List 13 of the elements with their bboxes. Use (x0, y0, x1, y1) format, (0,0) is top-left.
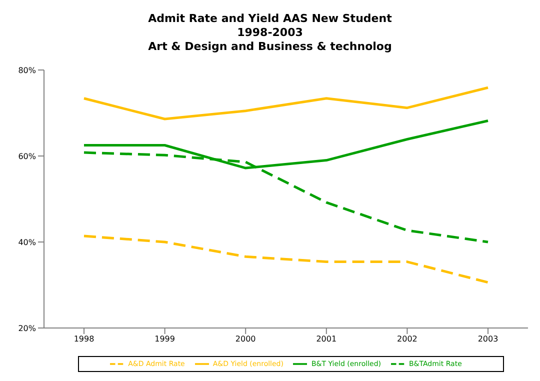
x-tick-label: 1998 (74, 334, 94, 344)
x-tick-label: 2001 (316, 334, 337, 344)
chart-title: Admit Rate and Yield AAS New Student 1998-2003 Art & Design and Business & technolog (147, 12, 393, 54)
x-tick-label: 2002 (397, 334, 418, 344)
line-series (82, 86, 490, 120)
y-tick-label: 20% (18, 324, 36, 333)
y-tick-label: 80% (18, 66, 36, 75)
y-tick-label: 60% (18, 152, 36, 161)
x-tick-label: 1999 (154, 334, 175, 344)
x-tick-label: 2000 (235, 334, 256, 344)
y-tick-label: 40% (18, 238, 36, 247)
x-tick-label: 2003 (478, 334, 498, 344)
line-series (82, 234, 490, 284)
